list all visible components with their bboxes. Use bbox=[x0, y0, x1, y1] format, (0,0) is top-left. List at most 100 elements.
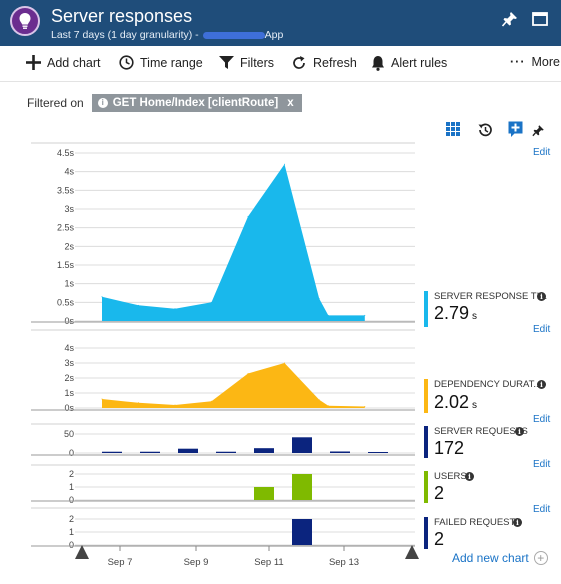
time-range-label: Time range bbox=[140, 55, 203, 70]
page-title: Server responses bbox=[51, 6, 193, 26]
filters-button[interactable]: Filters bbox=[219, 55, 274, 70]
legend-value-number: 2.02 bbox=[434, 392, 470, 412]
info-icon[interactable]: i bbox=[465, 472, 474, 481]
clock-icon bbox=[119, 55, 134, 70]
range-start-handle[interactable] bbox=[75, 545, 89, 559]
edit-link-top[interactable]: Edit bbox=[533, 147, 551, 158]
legend-server-requests[interactable]: SERVER REQUESTS i 172 bbox=[424, 426, 554, 460]
y-tick-label: 3.5s bbox=[57, 185, 75, 195]
y-tick-label: 2s bbox=[64, 241, 74, 251]
legend-failed-requests[interactable]: FAILED REQUESTS i 2 bbox=[424, 517, 554, 551]
y-tick-label: 2s bbox=[64, 373, 74, 383]
range-end-handle[interactable] bbox=[405, 545, 419, 559]
y-tick-label: 4s bbox=[64, 167, 74, 177]
data-point bbox=[284, 163, 285, 165]
legend-unit: s bbox=[472, 400, 478, 411]
bar bbox=[368, 451, 388, 453]
info-icon[interactable]: i bbox=[537, 292, 546, 301]
legend-title: FAILED REQUESTS bbox=[434, 517, 522, 528]
bar bbox=[254, 448, 274, 453]
history-icon[interactable] bbox=[477, 122, 493, 143]
add-new-chart-label: Add new chart bbox=[452, 551, 529, 565]
y-tick-label: 0s bbox=[64, 403, 74, 413]
y-tick-label: 1s bbox=[64, 388, 74, 398]
maximize-icon[interactable] bbox=[530, 9, 550, 29]
data-point bbox=[211, 301, 212, 303]
alert-rules-button[interactable]: Alert rules bbox=[371, 55, 447, 71]
filter-remove-button[interactable]: x bbox=[287, 97, 294, 109]
page-subtitle: Last 7 days (1 day granularity) - App bbox=[51, 29, 283, 41]
legend-color-bar bbox=[424, 426, 428, 458]
data-point bbox=[174, 308, 176, 310]
app-name-tail: App bbox=[264, 29, 284, 41]
edit-link-requests[interactable]: Edit bbox=[533, 459, 551, 470]
legend-value: 2 bbox=[434, 529, 445, 549]
y-tick-label: 3s bbox=[64, 358, 74, 368]
pin-chart-icon[interactable] bbox=[531, 123, 546, 143]
y-tick-label: 50 bbox=[64, 429, 74, 439]
bar bbox=[292, 437, 312, 453]
y-tick-label: 1s bbox=[64, 279, 74, 289]
add-chart-label: Add chart bbox=[47, 55, 101, 70]
data-point bbox=[247, 373, 249, 374]
refresh-button[interactable]: Refresh bbox=[291, 55, 357, 71]
info-icon[interactable]: i bbox=[537, 380, 546, 389]
filter-pill[interactable]: i GET Home/Index [clientRoute] x bbox=[91, 94, 302, 112]
y-tick-label: 3s bbox=[64, 204, 74, 214]
grid-view-icon[interactable] bbox=[446, 122, 460, 141]
data-point bbox=[211, 400, 212, 402]
y-tick-label: 0.5s bbox=[57, 297, 75, 307]
legend-color-bar bbox=[424, 291, 428, 327]
legend-dependency-duration[interactable]: DEPENDENCY DURAT... i 2.02 s bbox=[424, 379, 554, 417]
area-series bbox=[102, 164, 365, 321]
plus-icon bbox=[26, 55, 41, 70]
legend-color-bar bbox=[424, 379, 428, 413]
legend-server-response-time[interactable]: SERVER RESPONSE TI... i 2.79 s bbox=[424, 291, 554, 329]
info-icon[interactable]: i bbox=[513, 518, 522, 527]
funnel-icon bbox=[219, 56, 234, 69]
filters-label: Filters bbox=[240, 55, 275, 70]
pin-icon[interactable] bbox=[500, 9, 520, 29]
time-range-text: Last 7 days (1 day granularity) - bbox=[51, 29, 199, 41]
more-button[interactable]: ··· More bbox=[510, 55, 560, 69]
legend-value: 2 bbox=[434, 483, 445, 503]
edit-link-users[interactable]: Edit bbox=[533, 504, 551, 515]
data-point bbox=[327, 314, 329, 316]
bar bbox=[330, 451, 350, 453]
add-chart-button[interactable]: Add chart bbox=[26, 55, 101, 70]
add-circle-icon: + bbox=[533, 551, 548, 565]
bar bbox=[178, 448, 198, 453]
legend-value: 172 bbox=[434, 438, 465, 458]
legend-title: USERS bbox=[434, 471, 467, 482]
y-tick-label: 1 bbox=[69, 527, 74, 537]
refresh-icon bbox=[293, 56, 305, 69]
x-tick-label: Sep 9 bbox=[184, 557, 209, 568]
legend-users[interactable]: USERS i 2 bbox=[424, 471, 554, 505]
y-tick-label: 4s bbox=[64, 343, 74, 353]
redacted-app-name bbox=[202, 31, 265, 39]
edit-link-response[interactable]: Edit bbox=[533, 324, 551, 335]
bar bbox=[140, 451, 160, 453]
y-tick-label: 2 bbox=[69, 514, 74, 524]
add-new-chart-button[interactable]: Add new chart + bbox=[452, 551, 548, 565]
y-tick-label: 1.5s bbox=[57, 260, 75, 270]
data-point bbox=[364, 314, 366, 316]
edit-link-dependency[interactable]: Edit bbox=[533, 414, 551, 425]
y-tick-label: 0s bbox=[64, 316, 74, 326]
y-tick-label: 1 bbox=[69, 482, 74, 492]
legend-color-bar bbox=[424, 517, 428, 549]
time-range-button[interactable]: Time range bbox=[119, 55, 203, 70]
bar bbox=[102, 451, 122, 453]
data-point bbox=[247, 215, 249, 217]
blade-header: Server responses Last 7 days (1 day gran… bbox=[0, 0, 561, 46]
data-point bbox=[327, 405, 329, 407]
info-icon[interactable]: i bbox=[515, 427, 524, 436]
refresh-label: Refresh bbox=[313, 56, 357, 70]
legend-color-bar bbox=[424, 471, 428, 503]
filter-label: Filtered on bbox=[27, 96, 84, 110]
data-point bbox=[138, 304, 139, 306]
alert-rules-label: Alert rules bbox=[391, 56, 448, 70]
data-point bbox=[101, 398, 103, 400]
ellipsis-icon: ··· bbox=[510, 55, 526, 69]
add-to-dashboard-icon[interactable] bbox=[508, 121, 525, 143]
